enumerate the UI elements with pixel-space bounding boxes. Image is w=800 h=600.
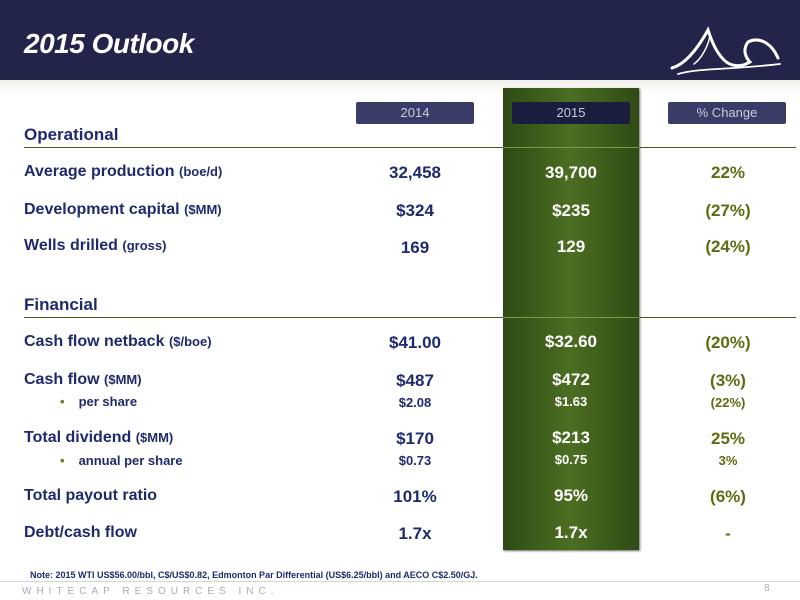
value-2014-annual-per-share: $0.73 [398, 453, 432, 468]
section-rule-financial-2015 [503, 317, 639, 318]
value-2014-development-capital: $324 [396, 201, 434, 220]
value-change-development-capital: (27%) [705, 201, 751, 220]
value-2014-debt-cash-flow: 1.7x [398, 524, 432, 543]
footnote: Note: 2015 WTI US$56.00/bbl, C$/US$0.82,… [30, 570, 478, 580]
footer-company-name: WHITECAP RESOURCES INC. [22, 586, 279, 597]
column-header-change: % Change [668, 102, 786, 124]
row-label-cash-flow: Cash flow ($MM) [24, 371, 142, 388]
bullet-icon: • [60, 453, 65, 468]
slide-title: 2015 Outlook [24, 28, 194, 59]
value-2015-debt-cash-flow: 1.7x [554, 523, 588, 542]
row-label-total-payout-ratio: Total payout ratio [24, 487, 158, 504]
value-2015-cash-flow-per-share: $1.63 [554, 394, 588, 409]
value-2015-wells-drilled: 129 [556, 237, 586, 256]
column-header-2014: 2014 [356, 102, 474, 124]
row-label-annual-per-share: • annual per share [60, 453, 183, 468]
value-change-annual-per-share: 3% [718, 453, 738, 468]
section-operational: Operational [24, 125, 119, 144]
value-change-cash-flow-netback: (20%) [705, 333, 751, 352]
row-label-cash-flow-per-share: • per share [60, 394, 138, 409]
value-change-total-payout-ratio: (6%) [710, 487, 746, 506]
column-header-2015: 2015 [512, 102, 630, 124]
section-rule-operational [24, 147, 796, 148]
row-label-total-dividend: Total dividend ($MM) [24, 429, 174, 446]
bullet-icon: • [60, 394, 65, 409]
section-rule-financial [24, 317, 796, 318]
value-2015-development-capital: $235 [552, 201, 590, 220]
row-label-average-production: Average production (boe/d) [24, 163, 223, 180]
row-label-development-capital: Development capital ($MM) [24, 201, 222, 218]
value-2014-cash-flow: $487 [396, 371, 434, 390]
value-2014-total-payout-ratio: 101% [393, 487, 437, 506]
row-label-wells-drilled: Wells drilled (gross) [24, 237, 167, 254]
row-label-debt-cash-flow: Debt/cash flow [24, 524, 137, 541]
value-2015-total-payout-ratio: 95% [553, 486, 589, 505]
value-change-cash-flow: (3%) [710, 371, 746, 390]
value-2015-annual-per-share: $0.75 [554, 452, 588, 467]
value-2014-cash-flow-netback: $41.00 [389, 333, 441, 352]
title-bar [0, 0, 800, 80]
whitecap-wave-logo-icon [670, 26, 781, 75]
value-2015-average-production: 39,700 [545, 163, 597, 182]
value-change-cash-flow-per-share: (22%) [710, 395, 746, 410]
page-number: 8 [764, 583, 770, 594]
value-2014-cash-flow-per-share: $2.08 [398, 395, 432, 410]
value-2015-total-dividend: $213 [552, 428, 590, 447]
column-2015-highlight [503, 88, 639, 550]
value-2015-cash-flow: $472 [552, 370, 590, 389]
header-shadow-band [0, 80, 800, 94]
value-2014-average-production: 32,458 [389, 163, 441, 182]
section-financial: Financial [24, 295, 98, 314]
value-change-average-production: 22% [710, 163, 746, 182]
footer-divider [0, 581, 800, 582]
value-change-wells-drilled: (24%) [705, 237, 751, 256]
value-change-debt-cash-flow: - [725, 524, 731, 543]
value-2015-cash-flow-netback: $32.60 [545, 332, 597, 351]
value-2014-total-dividend: $170 [396, 429, 434, 448]
row-label-cash-flow-netback: Cash flow netback ($/boe) [24, 333, 212, 350]
value-change-total-dividend: 25% [710, 429, 746, 448]
value-2014-wells-drilled: 169 [400, 238, 430, 257]
section-rule-operational-2015 [503, 147, 639, 148]
